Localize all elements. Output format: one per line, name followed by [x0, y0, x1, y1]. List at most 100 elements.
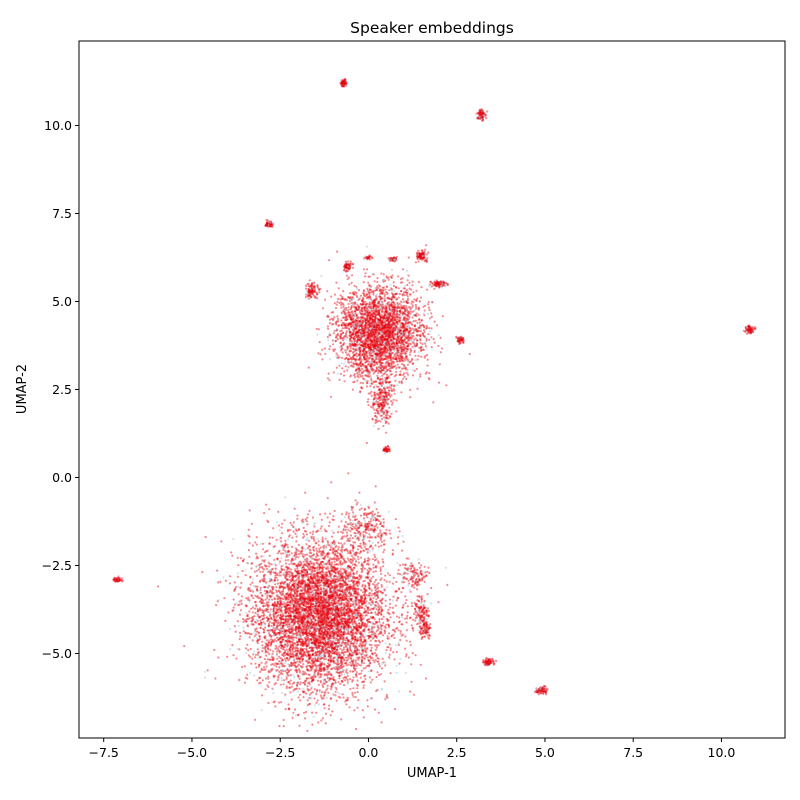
data-point: [397, 542, 400, 545]
data-point: [362, 686, 365, 690]
data-point: [348, 595, 351, 598]
data-point: [328, 673, 331, 676]
data-point: [323, 673, 326, 676]
data-point: [233, 625, 236, 628]
data-point: [362, 629, 365, 632]
data-point: [316, 569, 319, 572]
data-point: [274, 583, 277, 586]
data-point: [269, 594, 272, 598]
data-point: [397, 643, 400, 647]
data-point: [310, 650, 313, 653]
data-point: [365, 600, 368, 603]
data-point: [269, 648, 272, 652]
data-point: [351, 579, 354, 582]
data-point: [394, 707, 397, 711]
data-point: [291, 643, 294, 647]
data-point: [279, 608, 282, 611]
data-point: [277, 676, 280, 679]
data-point: [376, 671, 379, 674]
data-point: [248, 587, 251, 590]
data-point: [310, 535, 313, 539]
data-point: [293, 647, 296, 650]
data-point: [275, 586, 278, 589]
data-point: [342, 619, 345, 622]
data-point: [377, 657, 380, 660]
data-point: [374, 659, 377, 662]
data-point: [281, 590, 284, 593]
data-point: [360, 640, 363, 644]
data-point: [283, 568, 286, 571]
data-point: [289, 631, 292, 634]
data-point: [252, 597, 255, 600]
data-point: [349, 558, 352, 561]
data-point: [312, 657, 315, 660]
data-point: [361, 655, 364, 658]
data-point: [245, 651, 248, 655]
data-point: [342, 696, 345, 699]
data-point: [370, 697, 373, 700]
data-point: [298, 606, 301, 609]
data-point: [353, 585, 356, 588]
data-point: [350, 610, 353, 614]
data-point: [268, 554, 271, 558]
data-point: [377, 582, 380, 585]
data-point: [319, 586, 322, 589]
data-point: [402, 587, 405, 590]
data-point: [387, 626, 391, 629]
data-point: [302, 560, 305, 563]
data-point: [404, 617, 407, 620]
data-point: [279, 602, 282, 606]
data-point: [268, 536, 271, 539]
data-point: [315, 624, 318, 627]
data-point: [337, 665, 340, 668]
data-point: [326, 667, 329, 671]
data-point: [315, 547, 318, 550]
data-point: [256, 574, 259, 578]
data-point: [385, 695, 388, 698]
data-point: [323, 674, 326, 677]
data-point: [284, 496, 287, 499]
data-point: [388, 653, 391, 656]
data-point: [307, 578, 310, 581]
data-point: [286, 559, 289, 562]
data-point: [320, 525, 323, 528]
data-point: [236, 556, 239, 559]
data-point: [404, 595, 407, 598]
data-point: [367, 670, 371, 673]
data-point: [379, 569, 382, 573]
data-point: [371, 558, 375, 561]
data-point: [243, 681, 247, 684]
data-point: [352, 568, 355, 572]
data-point: [306, 575, 309, 578]
data-point: [348, 678, 352, 681]
data-point: [362, 667, 365, 670]
data-point: [316, 609, 319, 612]
data-point: [259, 586, 262, 589]
data-point: [363, 558, 366, 561]
data-point: [213, 648, 216, 652]
data-point: [341, 545, 344, 548]
data-point: [373, 632, 376, 635]
data-point: [340, 718, 343, 721]
data-point: [252, 584, 255, 588]
data-point: [303, 535, 306, 538]
data-point: [319, 675, 323, 678]
data-point: [302, 568, 305, 572]
data-point: [356, 548, 360, 551]
data-point: [302, 526, 305, 530]
data-point: [333, 581, 336, 584]
data-point: [309, 657, 312, 660]
data-point: [337, 660, 340, 663]
data-point: [204, 535, 207, 539]
data-point: [311, 589, 314, 593]
data-point: [347, 663, 350, 666]
data-point: [354, 696, 357, 699]
data-point: [363, 622, 367, 625]
data-point: [280, 609, 283, 612]
data-point: [353, 664, 356, 668]
data-point: [350, 587, 353, 591]
data-point: [314, 585, 317, 588]
data-point: [309, 566, 312, 569]
data-point: [266, 658, 269, 661]
data-point: [252, 578, 255, 581]
